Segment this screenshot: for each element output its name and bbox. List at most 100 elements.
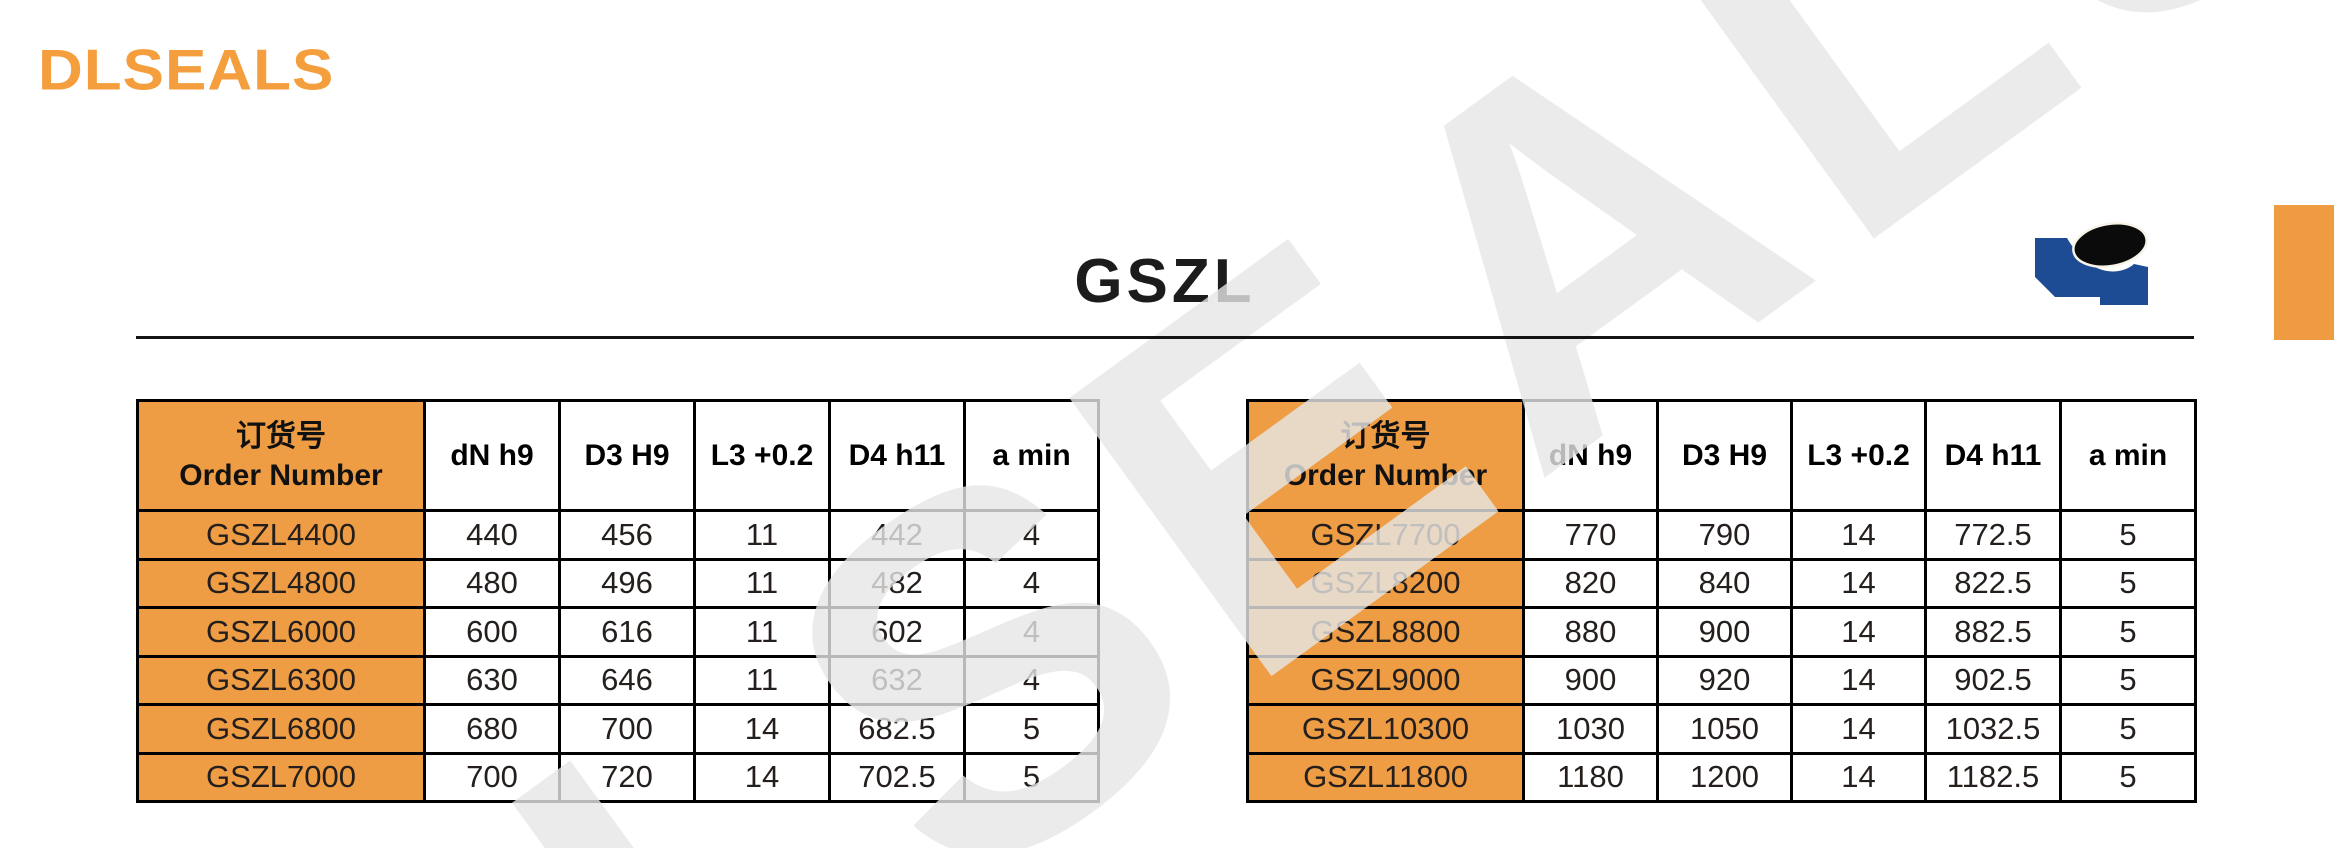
value-cell: 5 xyxy=(2059,703,2197,755)
value-cell: 11 xyxy=(693,654,831,706)
value-cell: 14 xyxy=(1790,654,1927,706)
table-row: GSZL7000 700 720 14 702.5 5 xyxy=(136,751,1100,803)
header-row: 订货号 Order Number dN h9 D3 H9 L3 +0.2 D4 h11 a … xyxy=(136,399,1100,512)
value-cell: 4 xyxy=(963,509,1100,561)
value-cell: 496 xyxy=(558,557,696,609)
value-cell: 5 xyxy=(2059,751,2197,803)
value-cell: 900 xyxy=(1656,606,1793,658)
column-header-cell: D4 h11 xyxy=(828,399,966,512)
order-number-cell: GSZL9000 xyxy=(1246,654,1525,706)
value-cell: 5 xyxy=(2059,654,2197,706)
column-header-cell: a min xyxy=(963,399,1100,512)
value-cell: 900 xyxy=(1522,654,1659,706)
value-cell: 5 xyxy=(2059,557,2197,609)
column-header-cell: D4 h11 xyxy=(1924,399,2062,512)
table-row: GSZL8200 820 840 14 822.5 5 xyxy=(1246,557,2197,609)
value-cell: 1030 xyxy=(1522,703,1659,755)
title-rule xyxy=(136,336,2194,339)
order-number-cell: GSZL10300 xyxy=(1246,703,1525,755)
seal-body-shape xyxy=(2035,238,2148,305)
column-header-cell: L3 +0.2 xyxy=(693,399,831,512)
order-number-cell: GSZL6300 xyxy=(136,654,426,706)
order-number-header-cell: 订货号 Order Number xyxy=(136,399,426,512)
value-cell: 680 xyxy=(423,703,561,755)
value-cell: 442 xyxy=(828,509,966,561)
column-header-cell: D3 H9 xyxy=(1656,399,1793,512)
page-title: GSZL xyxy=(1074,247,1256,316)
table-row: GSZL8800 880 900 14 882.5 5 xyxy=(1246,606,2197,658)
value-cell: 820 xyxy=(1522,557,1659,609)
table-row: GSZL6000 600 616 11 602 4 xyxy=(136,606,1100,658)
value-cell: 700 xyxy=(423,751,561,803)
value-cell: 4 xyxy=(963,606,1100,658)
value-cell: 4 xyxy=(963,654,1100,706)
value-cell: 882.5 xyxy=(1924,606,2062,658)
value-cell: 14 xyxy=(1790,557,1927,609)
value-cell: 772.5 xyxy=(1924,509,2062,561)
order-number-cell: GSZL7700 xyxy=(1246,509,1525,561)
order-number-label-zh: 订货号 xyxy=(1340,419,1431,453)
value-cell: 5 xyxy=(963,703,1100,755)
seal-profile-icon xyxy=(2035,222,2148,305)
value-cell: 920 xyxy=(1656,654,1793,706)
order-number-header-cell: 订货号 Order Number xyxy=(1246,399,1525,512)
spec-table-right: 订货号 Order Number dN h9 D3 H9 L3 +0.2 D4 h11 a … xyxy=(1246,399,2197,803)
value-cell: 440 xyxy=(423,509,561,561)
value-cell: 14 xyxy=(1790,751,1927,803)
value-cell: 4 xyxy=(963,557,1100,609)
value-cell: 480 xyxy=(423,557,561,609)
value-cell: 630 xyxy=(423,654,561,706)
order-number-cell: GSZL11800 xyxy=(1246,751,1525,803)
table-row: GSZL4400 440 456 11 442 4 xyxy=(136,509,1100,561)
table-row: GSZL11800 1180 1200 14 1182.5 5 xyxy=(1246,751,2197,803)
value-cell: 11 xyxy=(693,509,831,561)
order-number-label-zh: 订货号 xyxy=(236,419,326,453)
table-row: GSZL6800 680 700 14 682.5 5 xyxy=(136,703,1100,755)
order-number-cell: GSZL7000 xyxy=(136,751,426,803)
orange-edge-bar xyxy=(2274,205,2334,340)
column-header-cell: dN h9 xyxy=(423,399,561,512)
value-cell: 1180 xyxy=(1522,751,1659,803)
header-row: 订货号 Order Number dN h9 D3 H9 L3 +0.2 D4 h11 a … xyxy=(1246,399,2197,512)
value-cell: 5 xyxy=(2059,509,2197,561)
brand-logo: DLSEALS xyxy=(38,38,335,103)
value-cell: 5 xyxy=(2059,606,2197,658)
value-cell: 5 xyxy=(963,751,1100,803)
value-cell: 840 xyxy=(1656,557,1793,609)
value-cell: 1050 xyxy=(1656,703,1793,755)
column-header-cell: D3 H9 xyxy=(558,399,696,512)
value-cell: 14 xyxy=(1790,509,1927,561)
value-cell: 770 xyxy=(1522,509,1659,561)
table-row: GSZL10300 1030 1050 14 1032.5 5 xyxy=(1246,703,2197,755)
value-cell: 14 xyxy=(693,703,831,755)
value-cell: 646 xyxy=(558,654,696,706)
column-header-cell: L3 +0.2 xyxy=(1790,399,1927,512)
value-cell: 11 xyxy=(693,606,831,658)
order-number-cell: GSZL8800 xyxy=(1246,606,1525,658)
value-cell: 482 xyxy=(828,557,966,609)
value-cell: 600 xyxy=(423,606,561,658)
table-row: GSZL9000 900 920 14 902.5 5 xyxy=(1246,654,2197,706)
value-cell: 790 xyxy=(1656,509,1793,561)
value-cell: 14 xyxy=(693,751,831,803)
spec-table-left: 订货号 Order Number dN h9 D3 H9 L3 +0.2 D4 h11 a … xyxy=(136,399,1100,803)
value-cell: 456 xyxy=(558,509,696,561)
column-header-cell: dN h9 xyxy=(1522,399,1659,512)
value-cell: 822.5 xyxy=(1924,557,2062,609)
value-cell: 14 xyxy=(1790,606,1927,658)
value-cell: 1032.5 xyxy=(1924,703,2062,755)
order-number-cell: GSZL8200 xyxy=(1246,557,1525,609)
order-number-label-en: Order Number xyxy=(1283,458,1488,492)
seal-oring-shape xyxy=(2072,222,2148,268)
value-cell: 1200 xyxy=(1656,751,1793,803)
value-cell: 720 xyxy=(558,751,696,803)
order-number-cell: GSZL6000 xyxy=(136,606,426,658)
column-header-cell: a min xyxy=(2059,399,2197,512)
order-number-label-en: Order Number xyxy=(179,458,383,492)
table-row: GSZL4800 480 496 11 482 4 xyxy=(136,557,1100,609)
value-cell: 702.5 xyxy=(828,751,966,803)
value-cell: 11 xyxy=(693,557,831,609)
value-cell: 602 xyxy=(828,606,966,658)
value-cell: 682.5 xyxy=(828,703,966,755)
